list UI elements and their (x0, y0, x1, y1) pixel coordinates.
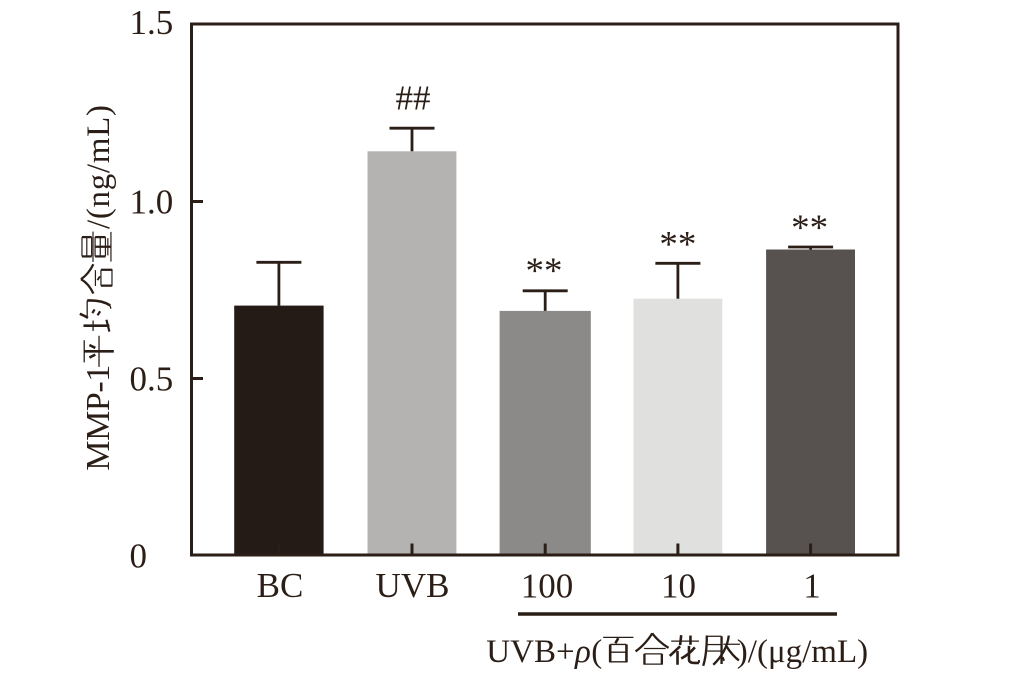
svg-text:)/(μg/mL): )/(μg/mL) (737, 634, 868, 670)
svg-text:MMP-1: MMP-1 (80, 365, 117, 471)
svg-text:**: ** (791, 208, 828, 249)
svg-text:0.5: 0.5 (130, 360, 174, 399)
svg-text:1.0: 1.0 (130, 183, 174, 222)
svg-text:UVB: UVB (376, 566, 450, 605)
svg-text:10: 10 (661, 567, 696, 606)
svg-text:1: 1 (803, 567, 821, 606)
svg-text:(: ( (591, 634, 602, 670)
svg-text:UVB+: UVB+ (486, 634, 574, 670)
svg-text:##: ## (396, 79, 431, 118)
svg-text:1.5: 1.5 (130, 3, 174, 42)
svg-text:/(ng/mL): /(ng/mL) (81, 105, 117, 229)
svg-text:100: 100 (521, 567, 574, 606)
svg-text:**: ** (526, 251, 563, 292)
svg-text:BC: BC (257, 566, 304, 605)
svg-text:ρ: ρ (574, 634, 591, 670)
svg-text:**: ** (659, 224, 696, 265)
svg-text:0: 0 (130, 537, 148, 576)
